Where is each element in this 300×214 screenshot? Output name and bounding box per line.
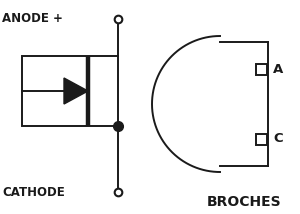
- Text: BROCHES: BROCHES: [207, 195, 281, 209]
- Text: A: A: [273, 62, 283, 76]
- Polygon shape: [64, 78, 88, 104]
- Bar: [256, 134, 267, 144]
- Bar: [22, 56, 118, 126]
- Text: C: C: [273, 132, 283, 146]
- Text: ANODE +: ANODE +: [2, 12, 63, 24]
- Text: CATHODE: CATHODE: [2, 186, 65, 199]
- Bar: [256, 64, 267, 74]
